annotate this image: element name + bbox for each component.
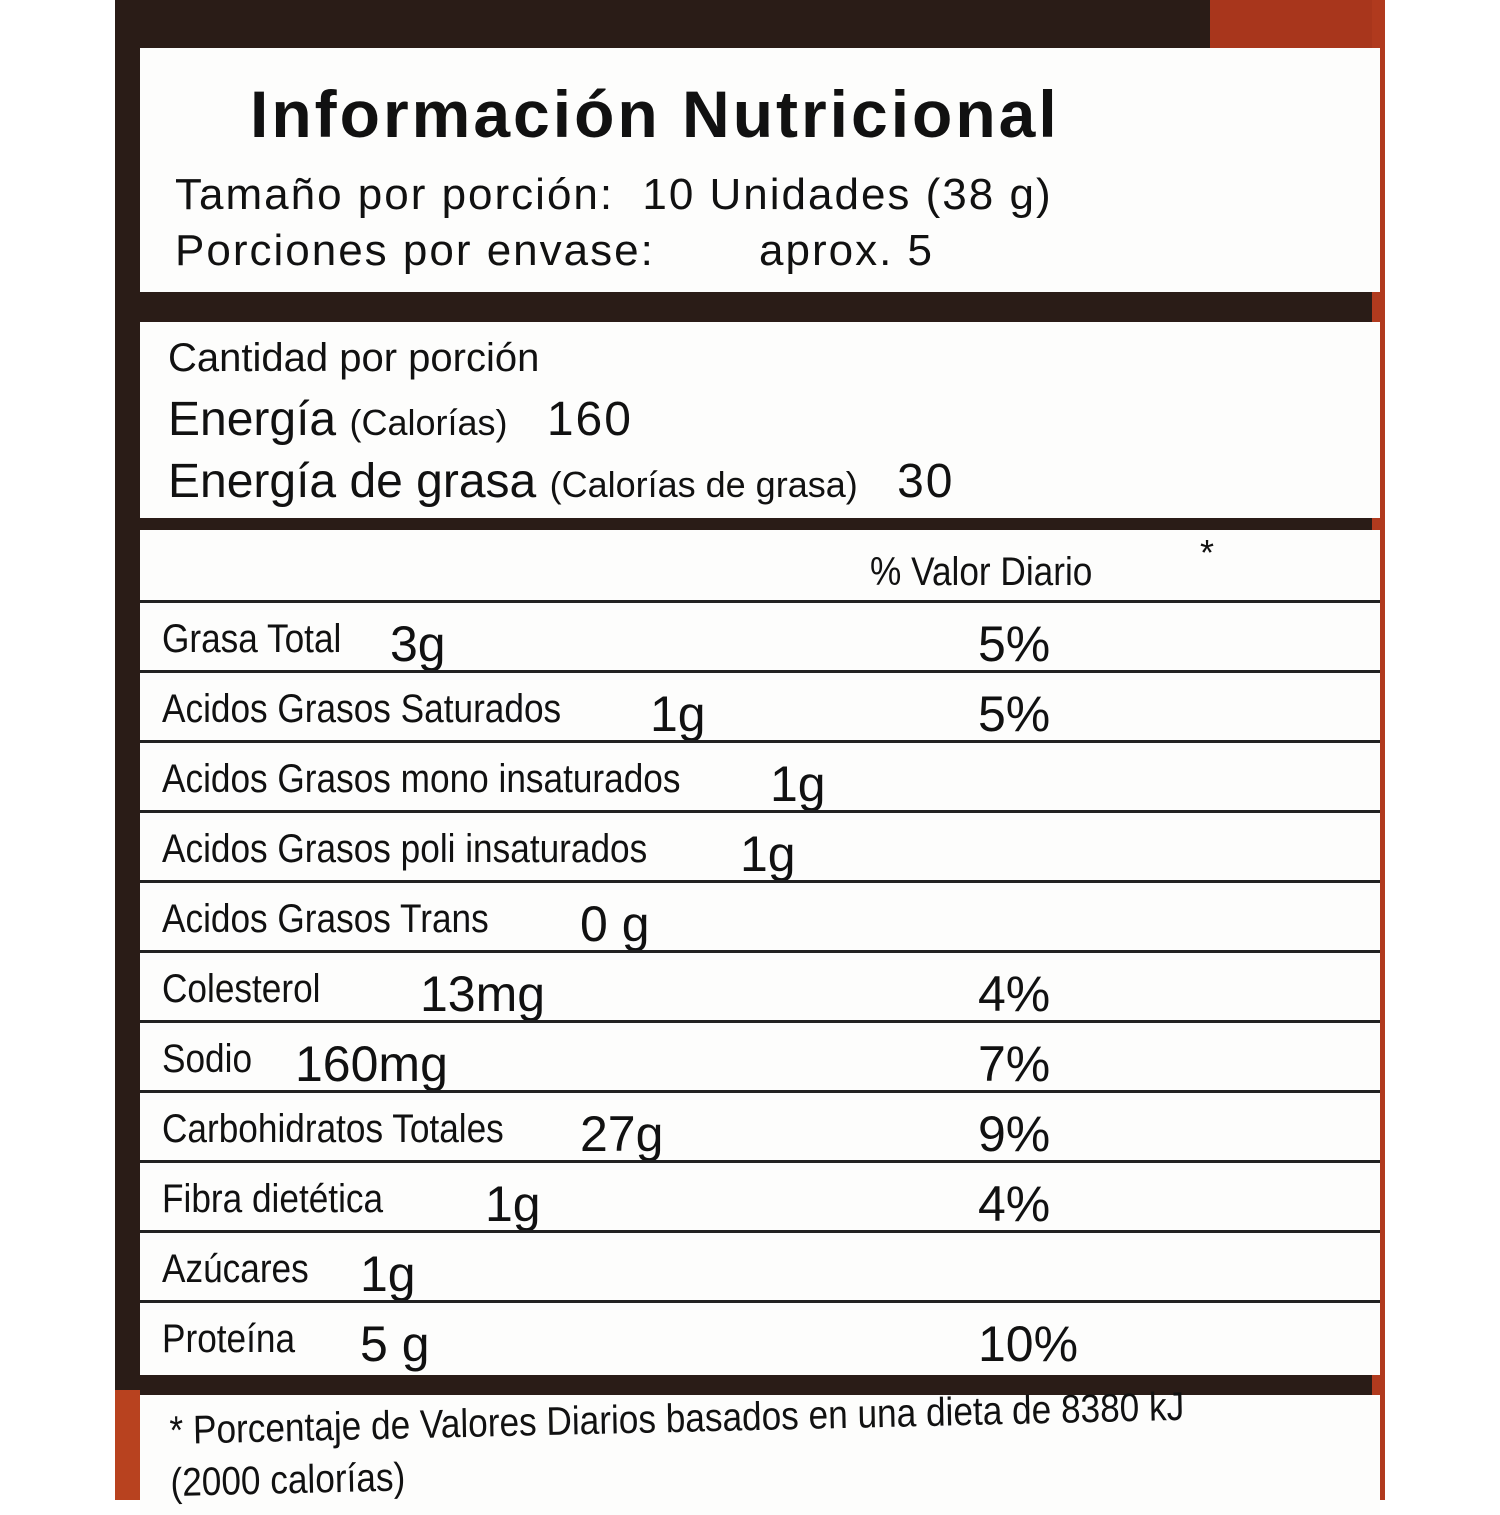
- nutrient-name: Sodio: [162, 1037, 253, 1081]
- servings-value: aprox. 5: [759, 226, 935, 275]
- energy-row: Energía (Calorías) 160: [168, 392, 633, 447]
- energy-value: 160: [546, 393, 633, 446]
- nutrient-amount: 1g: [770, 756, 826, 812]
- nutrient-daily-value: 4%: [978, 966, 1051, 1022]
- nutrient-name: Acidos Grasos mono insaturados: [162, 757, 681, 801]
- nutrient-name: Fibra dietética: [162, 1177, 384, 1221]
- fat-energy-value: 30: [897, 455, 955, 508]
- table-row: Acidos Grasos Trans 0 g: [140, 880, 1380, 953]
- nutrient-amount: 13mg: [420, 966, 546, 1022]
- nutrient-name: Proteína: [162, 1317, 296, 1361]
- table-row: Fibra dietética 1g 4%: [140, 1160, 1380, 1233]
- energy-sub: (Calorías): [349, 402, 508, 443]
- servings-label: Porciones por envase:: [175, 226, 655, 275]
- nutrient-table: % Valor Diario * Grasa Total 3g 5% Acidos G…: [140, 530, 1380, 1375]
- table-row: Acidos Grasos poli insaturados 1g: [140, 810, 1380, 883]
- nutrient-amount: 1g: [360, 1246, 416, 1302]
- energy-panel: Cantidad por porción Energía (Calorías) …: [140, 322, 1380, 518]
- amount-per-serving: Cantidad por porción: [168, 336, 540, 380]
- serving-size-value: 10 Unidades (38 g): [642, 170, 1053, 219]
- table-row: Proteína 5 g 10%: [140, 1300, 1380, 1373]
- nutrient-daily-value: 7%: [978, 1036, 1051, 1092]
- packaging-red-corner: [115, 1390, 140, 1500]
- nutrient-amount: 1g: [740, 826, 796, 882]
- nutrient-daily-value: 9%: [978, 1106, 1051, 1162]
- label-title: Información Nutricional: [250, 77, 1060, 151]
- nutrient-name: Carbohidratos Totales: [162, 1107, 504, 1151]
- nutrient-name: Acidos Grasos Saturados: [162, 687, 562, 731]
- nutrient-amount: 1g: [650, 686, 706, 742]
- nutrient-name: Colesterol: [162, 967, 321, 1011]
- fat-energy-label: Energía de grasa: [168, 455, 537, 508]
- table-row: Carbohidratos Totales 27g 9%: [140, 1090, 1380, 1163]
- footnote-panel: * Porcentaje de Valores Diarios basados …: [140, 1385, 1380, 1515]
- nutrient-amount: 5 g: [360, 1316, 430, 1372]
- table-row: Sodio 160mg 7%: [140, 1020, 1380, 1093]
- nutrient-daily-value: 5%: [978, 686, 1051, 742]
- serving-size-label: Tamaño por porción:: [175, 170, 615, 219]
- nutrient-name: Azúcares: [162, 1247, 309, 1291]
- nutrient-name: Acidos Grasos Trans: [162, 897, 489, 941]
- table-row: Colesterol 13mg 4%: [140, 950, 1380, 1023]
- nutrient-amount: 1g: [485, 1176, 541, 1232]
- nutrient-amount: 160mg: [295, 1036, 448, 1092]
- footnote: * Porcentaje de Valores Diarios basados …: [169, 1381, 1186, 1509]
- nutrient-daily-value: 5%: [978, 616, 1051, 672]
- nutrient-amount: 3g: [390, 616, 446, 672]
- nutrient-name: Acidos Grasos poli insaturados: [162, 827, 648, 871]
- table-row: Acidos Grasos mono insaturados 1g: [140, 740, 1380, 813]
- servings-per-container: Porciones por envase: aprox. 5: [175, 226, 934, 276]
- daily-value-asterisk: *: [1200, 532, 1215, 573]
- nutrient-amount: 0 g: [580, 896, 650, 952]
- table-row: Azúcares 1g: [140, 1230, 1380, 1303]
- serving-size: Tamaño por porción: 10 Unidades (38 g): [175, 170, 1053, 220]
- nutrient-name: Grasa Total: [162, 617, 342, 661]
- serving-info-panel: Información Nutricional Tamaño por porci…: [140, 48, 1380, 292]
- table-row: Grasa Total 3g 5%: [140, 600, 1380, 673]
- nutrient-amount: 27g: [580, 1106, 664, 1162]
- nutrient-daily-value: 10%: [978, 1316, 1079, 1372]
- packaging-red-edge: [1210, 0, 1385, 48]
- nutrient-daily-value: 4%: [978, 1176, 1051, 1232]
- fat-energy-sub: (Calorías de grasa): [549, 464, 858, 505]
- energy-label: Energía: [168, 393, 337, 446]
- table-row: Acidos Grasos Saturados 1g 5%: [140, 670, 1380, 743]
- fat-energy-row: Energía de grasa (Calorías de grasa) 30: [168, 454, 954, 509]
- daily-value-header: % Valor Diario: [870, 550, 1093, 594]
